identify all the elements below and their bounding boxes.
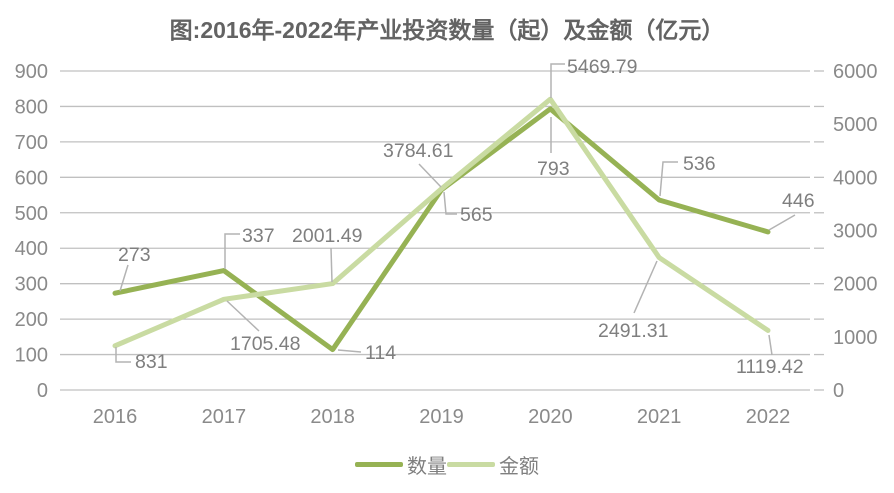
data-label: 337 bbox=[242, 225, 275, 247]
y-axis-right-tick-label: 4000 bbox=[833, 167, 878, 189]
y-axis-left-tick-label: 200 bbox=[15, 309, 48, 331]
data-label-leader-line bbox=[330, 247, 333, 283]
y-axis-right-tick-label: 2000 bbox=[833, 274, 878, 296]
x-axis-tick-label: 2017 bbox=[202, 406, 247, 428]
x-axis-tick-label: 2019 bbox=[419, 406, 464, 428]
chart-legend: 数量 金额 bbox=[0, 450, 894, 479]
y-axis-left-tick-label: 600 bbox=[15, 167, 48, 189]
data-label-leader-line bbox=[443, 191, 457, 215]
data-label: 114 bbox=[365, 342, 396, 364]
data-label-leader-line bbox=[337, 349, 362, 353]
legend-swatch-amount bbox=[447, 462, 495, 467]
data-label-leader-line bbox=[768, 214, 796, 231]
legend-label-amount: 金额 bbox=[499, 456, 539, 478]
chart-title: 图:2016年-2022年产业投资数量（起）及金额（亿元） bbox=[169, 17, 725, 43]
x-axis-tick-label: 2022 bbox=[746, 406, 791, 428]
x-axis-tick-label: 2018 bbox=[310, 406, 355, 428]
data-label-leader-line bbox=[226, 300, 260, 332]
legend-label-quantity: 数量 bbox=[407, 456, 447, 478]
data-label: 5469.79 bbox=[567, 56, 638, 78]
data-label-leader-line bbox=[418, 163, 442, 188]
y-axis-right-tick-label: 6000 bbox=[833, 61, 878, 83]
data-label: 446 bbox=[782, 190, 815, 212]
data-label: 2001.49 bbox=[292, 225, 363, 247]
data-label: 831 bbox=[135, 351, 168, 373]
y-axis-left-tick-label: 500 bbox=[15, 203, 48, 225]
data-label: 3784.61 bbox=[383, 140, 454, 162]
data-label-leader-line bbox=[659, 161, 678, 197]
data-label: 565 bbox=[460, 204, 493, 226]
y-axis-right-tick-label: 0 bbox=[833, 380, 844, 402]
data-label-leader-line bbox=[550, 63, 565, 98]
data-label-leader-line bbox=[119, 264, 129, 292]
y-axis-left-tick-label: 800 bbox=[15, 96, 48, 118]
data-label: 793 bbox=[537, 158, 570, 180]
x-axis-tick-label: 2016 bbox=[93, 406, 138, 428]
y-axis-left-tick-label: 700 bbox=[15, 132, 48, 154]
y-axis-right-tick-label: 5000 bbox=[833, 114, 878, 136]
data-label: 273 bbox=[118, 244, 151, 266]
y-axis-left-tick-label: 400 bbox=[15, 238, 48, 260]
y-axis-left-tick-label: 300 bbox=[15, 274, 48, 296]
legend-item-amount: 金额 bbox=[447, 450, 539, 479]
legend-item-quantity: 数量 bbox=[355, 450, 447, 479]
data-label: 1119.42 bbox=[736, 356, 804, 378]
data-label-leader-line bbox=[633, 260, 658, 314]
x-axis-tick-label: 2020 bbox=[528, 406, 573, 428]
data-label: 2491.31 bbox=[598, 320, 669, 342]
y-axis-left-tick-label: 0 bbox=[37, 380, 48, 402]
data-label-leader-line bbox=[224, 233, 240, 269]
data-label: 1705.48 bbox=[230, 333, 301, 355]
y-axis-right-tick-label: 3000 bbox=[833, 221, 878, 243]
data-label-leader-line bbox=[768, 334, 773, 356]
data-label-leader-line bbox=[115, 347, 131, 363]
data-label: 536 bbox=[683, 153, 716, 175]
y-axis-left-tick-label: 100 bbox=[15, 345, 48, 367]
legend-swatch-quantity bbox=[355, 462, 403, 467]
y-axis-right-tick-label: 1000 bbox=[833, 327, 878, 349]
x-axis-tick-label: 2021 bbox=[637, 406, 682, 428]
amount-series-line bbox=[112, 96, 771, 349]
y-axis-left-tick-label: 900 bbox=[15, 61, 48, 83]
